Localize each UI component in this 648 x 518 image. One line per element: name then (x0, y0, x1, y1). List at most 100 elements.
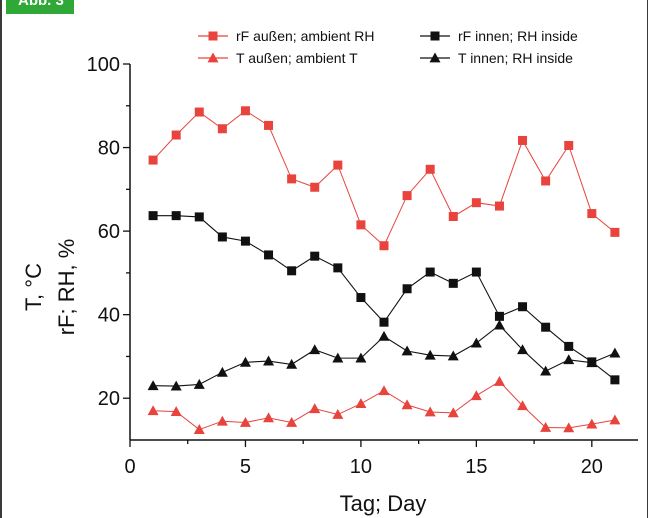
data-point (239, 356, 251, 367)
y-axis-title-line1: T, °C (21, 263, 46, 311)
x-tick-label: 5 (240, 456, 251, 478)
data-point (610, 227, 620, 237)
legend-item: rF innen; RH inside (420, 28, 578, 44)
data-point (355, 352, 367, 363)
legend-marker (430, 31, 440, 41)
legend-marker (208, 31, 218, 41)
data-point (378, 385, 390, 396)
data-point (587, 209, 597, 219)
legend-marker (207, 52, 219, 63)
series-1 (148, 211, 620, 385)
data-point (378, 330, 390, 341)
data-point (264, 250, 274, 260)
data-point (355, 398, 367, 409)
data-point (217, 124, 227, 134)
data-point (541, 176, 551, 186)
data-point (170, 406, 182, 416)
data-point (310, 251, 320, 261)
data-point (470, 337, 482, 348)
legend-label: rF außen; ambient RH (236, 28, 375, 44)
data-point (448, 211, 458, 221)
x-tick-label: 10 (350, 456, 372, 478)
data-point (148, 211, 158, 221)
data-point (263, 412, 275, 423)
data-point (287, 174, 297, 184)
data-point (586, 418, 598, 429)
data-point (332, 409, 344, 419)
data-point (147, 380, 159, 391)
y-tick-label: 60 (98, 221, 120, 243)
chart-axes: 0 5 10 15 20 20 40 60 80 100 (87, 54, 638, 478)
data-point (610, 375, 620, 385)
data-point (563, 422, 575, 433)
data-point (217, 232, 227, 242)
x-tick-label: 15 (465, 456, 487, 478)
y-tick-label: 100 (87, 54, 120, 76)
chart-series (147, 106, 621, 434)
y-tick-label: 20 (98, 388, 120, 410)
data-point (309, 344, 321, 355)
data-point (447, 407, 459, 418)
data-point (194, 212, 204, 222)
data-point (494, 311, 504, 321)
data-point (586, 357, 598, 368)
data-point (493, 319, 505, 330)
legend-item: T innen; RH inside (420, 50, 573, 66)
data-point (170, 380, 182, 391)
data-point (401, 345, 413, 356)
data-point (402, 191, 412, 201)
data-point (147, 405, 159, 416)
data-point (425, 164, 435, 174)
data-point (609, 414, 621, 425)
y-tick-label: 80 (98, 138, 120, 160)
data-point (239, 416, 251, 427)
data-point (609, 347, 621, 358)
data-point (286, 358, 298, 369)
y-tick-label: 40 (98, 305, 120, 327)
data-point (310, 182, 320, 192)
data-point (240, 236, 250, 246)
data-point (424, 406, 436, 417)
data-point (470, 390, 482, 401)
data-point (540, 365, 552, 376)
data-point (471, 267, 481, 277)
data-point (171, 130, 181, 140)
data-point (448, 278, 458, 288)
data-point (541, 322, 551, 332)
legend-item: rF außen; ambient RH (198, 28, 375, 44)
data-point (517, 400, 529, 411)
data-point (194, 107, 204, 117)
data-point (332, 352, 344, 363)
data-point (402, 284, 412, 294)
data-point (494, 201, 504, 211)
series-0 (148, 106, 620, 251)
figure-badge: Abb. 3 (6, 0, 74, 14)
legend-label: T außen; ambient T (236, 50, 358, 66)
data-point (240, 106, 250, 116)
data-point (564, 140, 574, 150)
data-point (518, 302, 528, 312)
data-point (356, 293, 366, 303)
data-point (263, 355, 275, 366)
data-point (563, 354, 575, 365)
data-point (333, 160, 343, 170)
data-point (148, 155, 158, 165)
data-point (379, 241, 389, 251)
data-point (216, 415, 228, 426)
data-point (564, 341, 574, 351)
data-point (287, 266, 297, 276)
x-axis-title: Tag; Day (340, 491, 427, 516)
x-tick-label: 20 (581, 456, 603, 478)
data-point (356, 220, 366, 230)
data-point (425, 267, 435, 277)
series-2 (147, 376, 621, 434)
chart-legend: rF außen; ambient RH rF innen; RH inside T… (198, 28, 578, 66)
series-3 (147, 319, 621, 391)
data-point (517, 344, 529, 355)
y-axis-title-line2: rF; RH, % (54, 239, 79, 336)
legend-marker (429, 52, 441, 63)
data-point (193, 378, 205, 389)
legend-label: rF innen; RH inside (458, 28, 578, 44)
data-point (493, 376, 505, 386)
